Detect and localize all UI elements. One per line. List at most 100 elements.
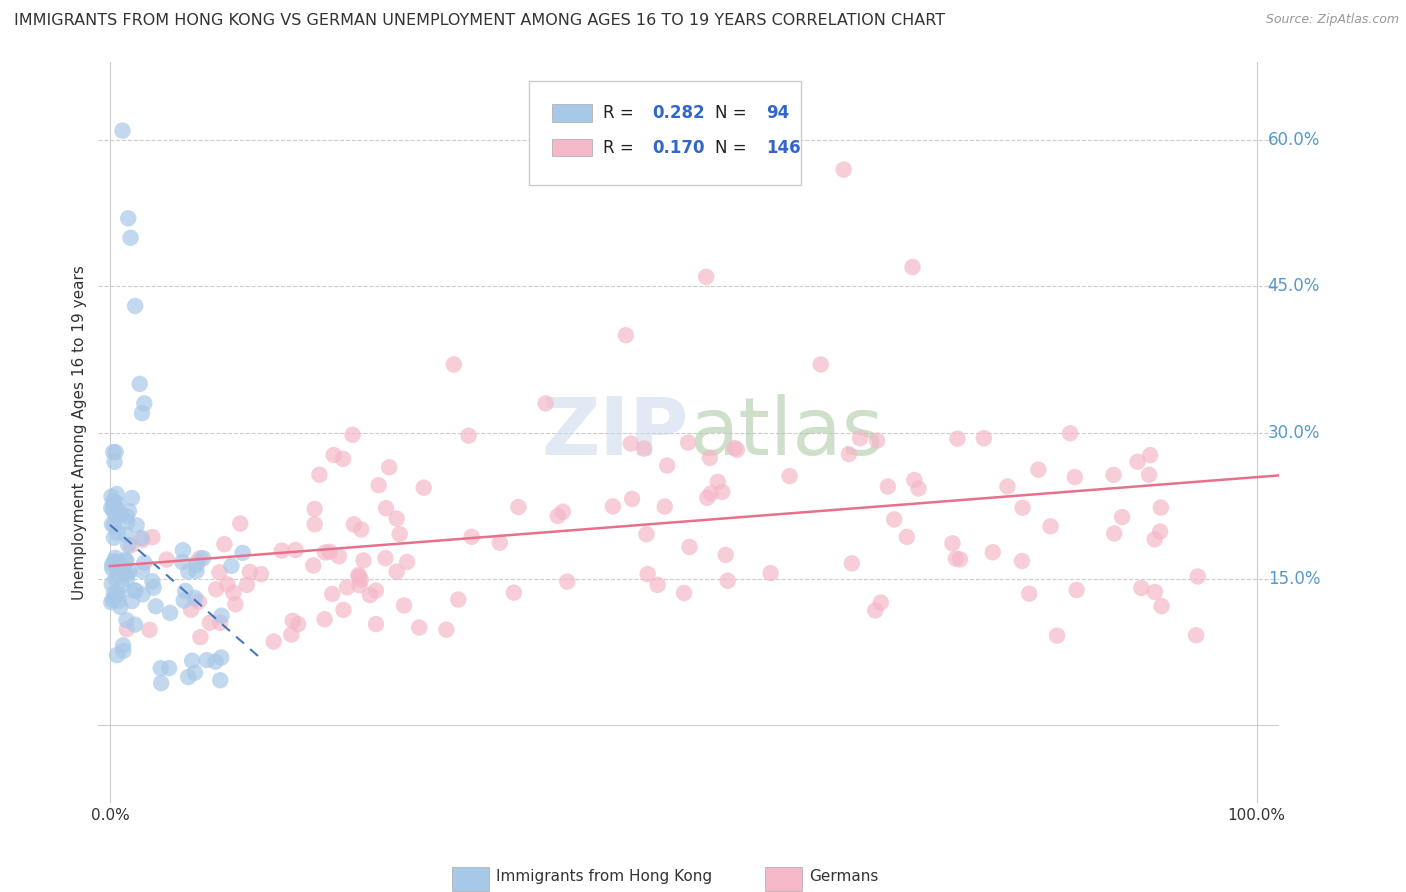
Point (120, 231, 142, 245)
Point (174, 583, 197, 598)
Point (155, 552, 177, 566)
Point (555, 574, 578, 589)
Point (107, 561, 129, 575)
Point (104, 445, 127, 459)
Point (614, 328, 637, 343)
Point (378, 460, 401, 475)
Point (142, 581, 165, 595)
Point (190, 630, 212, 644)
Point (115, 567, 138, 582)
Point (367, 478, 389, 492)
Point (903, 473, 925, 487)
Point (187, 594, 209, 608)
Point (673, 586, 696, 600)
Point (779, 469, 801, 483)
Point (208, 566, 231, 580)
Point (107, 525, 129, 540)
Point (250, 567, 273, 582)
Point (551, 505, 574, 519)
Point (103, 496, 125, 510)
Point (637, 567, 659, 582)
Point (101, 517, 124, 532)
Point (1149, 524, 1171, 539)
Point (100, 595, 122, 609)
Point (173, 593, 195, 607)
Point (124, 583, 146, 598)
Point (1028, 462, 1050, 476)
Point (281, 614, 304, 628)
Text: N =: N = (714, 138, 752, 157)
Point (364, 617, 387, 632)
Point (103, 555, 125, 569)
Point (725, 442, 748, 457)
Point (103, 531, 125, 545)
Point (112, 644, 135, 658)
Point (115, 554, 138, 568)
Point (1130, 581, 1153, 595)
Point (229, 516, 252, 531)
Point (901, 260, 924, 274)
Text: 0.282: 0.282 (652, 103, 704, 122)
Point (392, 599, 415, 613)
Text: IMMIGRANTS FROM HONG KONG VS GERMAN UNEMPLOYMENT AMONG AGES 16 TO 19 YEARS CORRE: IMMIGRANTS FROM HONG KONG VS GERMAN UNEM… (14, 13, 945, 29)
Point (131, 533, 153, 547)
Point (1137, 467, 1160, 482)
FancyBboxPatch shape (553, 138, 592, 156)
FancyBboxPatch shape (765, 867, 803, 891)
Point (336, 580, 359, 594)
Point (103, 445, 125, 459)
Point (621, 491, 644, 506)
Point (287, 617, 309, 632)
Point (236, 578, 259, 592)
Point (602, 500, 624, 514)
Point (633, 442, 655, 456)
Point (388, 527, 411, 541)
Point (396, 555, 419, 569)
Point (177, 565, 200, 579)
Point (134, 396, 156, 410)
Point (838, 447, 860, 461)
Point (103, 587, 125, 601)
Point (1143, 585, 1166, 599)
Point (110, 507, 132, 521)
Point (209, 673, 232, 688)
Point (1185, 628, 1208, 642)
Point (101, 558, 124, 572)
Point (763, 133, 786, 147)
Text: Germans: Germans (810, 870, 879, 884)
Point (114, 553, 136, 567)
Text: atlas: atlas (689, 393, 883, 472)
Point (128, 376, 150, 391)
Point (981, 545, 1004, 559)
Point (138, 623, 160, 637)
Point (657, 458, 679, 473)
Point (115, 527, 138, 541)
Point (946, 432, 969, 446)
Point (103, 494, 125, 508)
Point (385, 565, 408, 579)
Point (141, 574, 163, 589)
Point (110, 578, 132, 592)
Point (832, 162, 855, 177)
Point (211, 608, 233, 623)
Point (117, 211, 139, 226)
Point (124, 617, 146, 632)
Point (941, 536, 963, 550)
Point (1150, 500, 1173, 515)
Point (434, 623, 457, 637)
Point (714, 548, 737, 562)
Point (107, 497, 129, 511)
Point (209, 650, 232, 665)
Point (172, 543, 194, 558)
Point (204, 655, 226, 669)
Point (131, 587, 153, 601)
Point (620, 436, 643, 450)
Point (876, 479, 898, 493)
Point (883, 512, 905, 526)
FancyBboxPatch shape (553, 103, 592, 121)
Point (706, 475, 728, 489)
Point (209, 615, 232, 630)
Point (159, 606, 181, 620)
Point (319, 545, 342, 559)
Point (103, 518, 125, 533)
